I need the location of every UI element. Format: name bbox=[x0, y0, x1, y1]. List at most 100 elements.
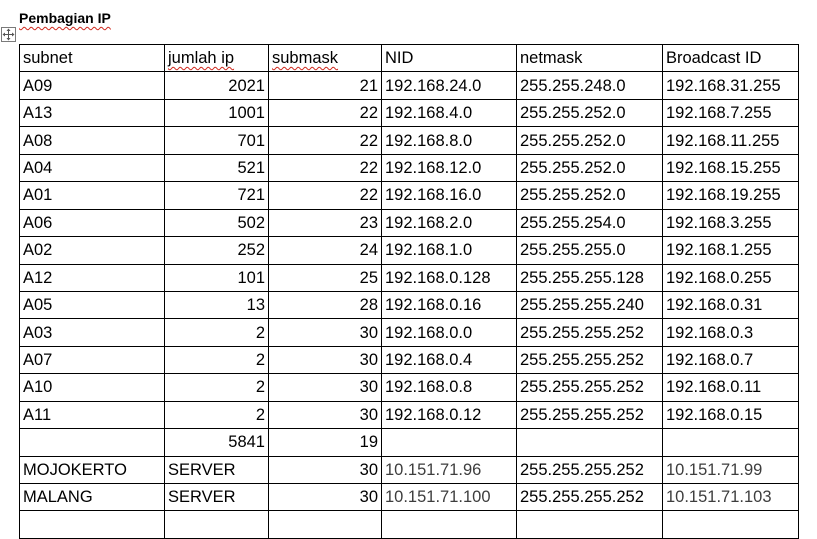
cell-broadcast-id[interactable]: 192.168.15.255 bbox=[662, 153, 799, 183]
cell-jumlah-ip[interactable]: 502 bbox=[164, 208, 269, 238]
cell-netmask[interactable]: 255.255.255.252 bbox=[516, 373, 663, 402]
header-cell-nid[interactable]: NID bbox=[381, 43, 517, 73]
cell-broadcast-id[interactable]: 192.168.3.255 bbox=[662, 208, 799, 238]
cell-netmask[interactable]: 255.255.255.252 bbox=[516, 455, 663, 485]
cell-broadcast-id[interactable]: 192.168.1.255 bbox=[662, 236, 799, 265]
cell-netmask[interactable]: 255.255.255.252 bbox=[516, 482, 663, 512]
cell-subnet[interactable]: A02 bbox=[19, 236, 165, 265]
cell-broadcast-id[interactable] bbox=[662, 428, 799, 457]
cell-netmask[interactable]: 255.255.255.252 bbox=[516, 345, 663, 375]
cell-netmask[interactable]: 255.255.255.240 bbox=[516, 290, 663, 320]
cell-jumlah-ip[interactable]: 2 bbox=[164, 345, 269, 375]
empty-cell[interactable] bbox=[381, 510, 517, 539]
cell-nid[interactable]: 192.168.0.16 bbox=[381, 290, 517, 320]
cell-netmask[interactable]: 255.255.255.252 bbox=[516, 400, 663, 430]
cell-nid[interactable]: 192.168.0.4 bbox=[381, 345, 517, 375]
cell-jumlah-ip[interactable]: 2 bbox=[164, 400, 269, 430]
cell-jumlah-ip[interactable]: 101 bbox=[164, 263, 269, 292]
cell-subnet[interactable]: A06 bbox=[19, 208, 165, 238]
cell-jumlah-ip[interactable]: 1001 bbox=[164, 98, 269, 128]
cell-nid[interactable]: 10.151.71.100 bbox=[381, 482, 517, 512]
cell-broadcast-id[interactable]: 192.168.0.31 bbox=[662, 290, 799, 320]
cell-submask[interactable]: 30 bbox=[268, 373, 382, 402]
header-cell-jumlah-ip[interactable]: jumlah ip bbox=[164, 43, 269, 73]
cell-broadcast-id[interactable]: 192.168.0.11 bbox=[662, 373, 799, 402]
cell-submask[interactable]: 23 bbox=[268, 208, 382, 238]
cell-jumlah-ip[interactable]: 701 bbox=[164, 126, 269, 155]
cell-nid[interactable]: 192.168.0.8 bbox=[381, 373, 517, 402]
empty-cell[interactable] bbox=[268, 510, 382, 539]
cell-jumlah-ip[interactable]: 13 bbox=[164, 290, 269, 320]
cell-submask[interactable]: 22 bbox=[268, 126, 382, 155]
cell-subnet[interactable]: A09 bbox=[19, 71, 165, 100]
cell-subnet[interactable]: MOJOKERTO bbox=[19, 455, 165, 485]
cell-broadcast-id[interactable]: 192.168.11.255 bbox=[662, 126, 799, 155]
cell-jumlah-ip[interactable]: 2 bbox=[164, 373, 269, 402]
cell-broadcast-id[interactable]: 192.168.0.7 bbox=[662, 345, 799, 375]
cell-subnet[interactable]: A07 bbox=[19, 345, 165, 375]
cell-broadcast-id[interactable]: 10.151.71.99 bbox=[662, 455, 799, 485]
cell-jumlah-ip[interactable]: 721 bbox=[164, 181, 269, 210]
cell-netmask[interactable]: 255.255.255.252 bbox=[516, 318, 663, 347]
cell-broadcast-id[interactable]: 192.168.7.255 bbox=[662, 98, 799, 128]
cell-nid[interactable]: 192.168.24.0 bbox=[381, 71, 517, 100]
cell-netmask[interactable]: 255.255.252.0 bbox=[516, 153, 663, 183]
cell-subnet[interactable]: A10 bbox=[19, 373, 165, 402]
cell-nid[interactable] bbox=[381, 428, 517, 457]
cell-subnet[interactable]: A05 bbox=[19, 290, 165, 320]
cell-jumlah-ip[interactable]: 521 bbox=[164, 153, 269, 183]
cell-netmask[interactable]: 255.255.252.0 bbox=[516, 126, 663, 155]
cell-submask[interactable]: 22 bbox=[268, 181, 382, 210]
cell-broadcast-id[interactable]: 192.168.0.3 bbox=[662, 318, 799, 347]
header-cell-netmask[interactable]: netmask bbox=[516, 43, 663, 73]
cell-netmask[interactable]: 255.255.255.128 bbox=[516, 263, 663, 292]
cell-submask[interactable]: 22 bbox=[268, 153, 382, 183]
cell-nid[interactable]: 192.168.0.128 bbox=[381, 263, 517, 292]
cell-jumlah-ip[interactable]: SERVER bbox=[164, 455, 269, 485]
cell-nid[interactable]: 192.168.0.12 bbox=[381, 400, 517, 430]
cell-submask[interactable]: 30 bbox=[268, 345, 382, 375]
cell-subnet[interactable] bbox=[19, 428, 165, 457]
cell-jumlah-ip[interactable]: 2 bbox=[164, 318, 269, 347]
cell-subnet[interactable]: A11 bbox=[19, 400, 165, 430]
cell-submask[interactable]: 30 bbox=[268, 400, 382, 430]
cell-netmask[interactable]: 255.255.252.0 bbox=[516, 181, 663, 210]
header-cell-submask[interactable]: submask bbox=[268, 43, 382, 73]
cell-submask[interactable]: 24 bbox=[268, 236, 382, 265]
cell-submask[interactable]: 19 bbox=[268, 428, 382, 457]
cell-nid[interactable]: 192.168.0.0 bbox=[381, 318, 517, 347]
empty-cell[interactable] bbox=[516, 510, 663, 539]
cell-subnet[interactable]: A03 bbox=[19, 318, 165, 347]
cell-submask[interactable]: 30 bbox=[268, 318, 382, 347]
cell-nid[interactable]: 192.168.4.0 bbox=[381, 98, 517, 128]
cell-submask[interactable]: 28 bbox=[268, 290, 382, 320]
cell-subnet[interactable]: MALANG bbox=[19, 482, 165, 512]
cell-netmask[interactable]: 255.255.255.0 bbox=[516, 236, 663, 265]
header-cell-subnet[interactable]: subnet bbox=[19, 43, 165, 73]
cell-subnet[interactable]: A01 bbox=[19, 181, 165, 210]
cell-submask[interactable]: 25 bbox=[268, 263, 382, 292]
cell-jumlah-ip[interactable]: 2021 bbox=[164, 71, 269, 100]
cell-subnet[interactable]: A13 bbox=[19, 98, 165, 128]
cell-broadcast-id[interactable]: 192.168.0.15 bbox=[662, 400, 799, 430]
cell-nid[interactable]: 192.168.1.0 bbox=[381, 236, 517, 265]
cell-submask[interactable]: 30 bbox=[268, 455, 382, 485]
cell-nid[interactable]: 192.168.12.0 bbox=[381, 153, 517, 183]
cell-netmask[interactable]: 255.255.254.0 bbox=[516, 208, 663, 238]
cell-submask[interactable]: 30 bbox=[268, 482, 382, 512]
cell-netmask[interactable] bbox=[516, 428, 663, 457]
empty-cell[interactable] bbox=[164, 510, 269, 539]
cell-broadcast-id[interactable]: 10.151.71.103 bbox=[662, 482, 799, 512]
cell-jumlah-ip[interactable]: 252 bbox=[164, 236, 269, 265]
empty-cell[interactable] bbox=[19, 510, 165, 539]
cell-nid[interactable]: 192.168.16.0 bbox=[381, 181, 517, 210]
cell-nid[interactable]: 192.168.8.0 bbox=[381, 126, 517, 155]
cell-jumlah-ip[interactable]: 5841 bbox=[164, 428, 269, 457]
cell-submask[interactable]: 22 bbox=[268, 98, 382, 128]
cell-broadcast-id[interactable]: 192.168.19.255 bbox=[662, 181, 799, 210]
cell-subnet[interactable]: A04 bbox=[19, 153, 165, 183]
cell-subnet[interactable]: A12 bbox=[19, 263, 165, 292]
header-cell-broadcast-id[interactable]: Broadcast ID bbox=[662, 43, 799, 73]
cell-netmask[interactable]: 255.255.248.0 bbox=[516, 71, 663, 100]
cell-nid[interactable]: 10.151.71.96 bbox=[381, 455, 517, 485]
